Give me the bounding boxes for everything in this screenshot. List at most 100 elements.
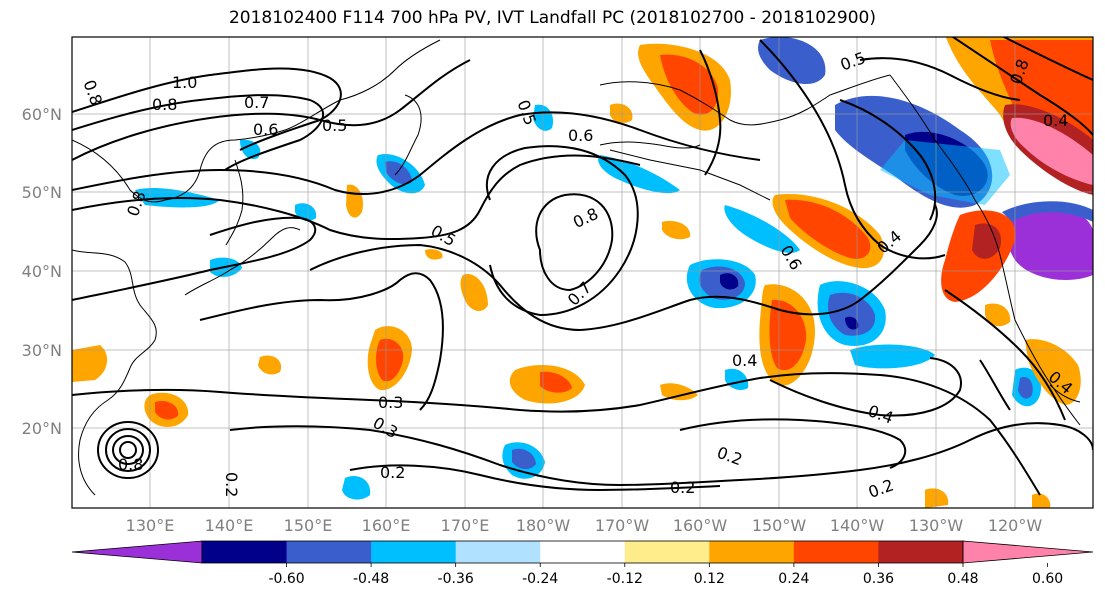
colorbar-segment [455,541,541,563]
anomaly-negative [342,475,371,500]
coastline-aleutians [609,149,771,201]
longitude-label: 170°E [441,516,490,535]
latitude-label: 50°N [22,183,62,202]
contour-label: 0.6 [568,126,593,145]
colorbar-segment [793,541,879,563]
anomaly-positive [72,345,108,382]
longitude-label: 140°E [205,516,254,535]
anomaly-positive [610,103,633,123]
colorbar-tick-label: -0.24 [522,571,558,587]
anomaly-negative [1006,206,1093,280]
longitude-label: 160°E [362,516,411,535]
pv-contour-ring [119,441,137,459]
anomaly-positive [258,355,282,375]
colorbar-tick-label: 0.36 [863,571,894,587]
colorbar-frame [201,540,964,564]
pv-contour [309,204,938,332]
pv-contour [72,94,324,171]
contour-label: 0.8 [152,95,177,114]
contour-label: 0.2 [670,478,695,497]
anomaly-positive [1025,339,1081,405]
colorbar-segment [371,541,457,563]
coastline-asia [72,249,157,496]
colorbar-tick-label: 0.60 [1032,571,1063,587]
pv-contour-ring [97,421,159,479]
latitude-label: 20°N [22,419,62,438]
anomaly-positive [540,371,572,393]
contour-label: 0.4 [732,351,757,370]
pv-contour-ring [105,428,151,472]
anomaly-negative [724,205,800,253]
longitude-label: 140°W [830,516,885,535]
longitude-label: 130°E [126,516,175,535]
latitude-label: 40°N [22,262,62,281]
pv-contour [679,418,907,469]
longitude-label: 160°W [673,516,728,535]
contour-label: 0.5 [322,116,347,135]
pv-contour [839,99,937,221]
colorbar-segment [709,541,795,563]
pv-contour [859,57,1021,101]
map-title: 2018102400 F114 700 hPa PV, IVT Landfall… [228,8,876,28]
anomaly-positive [460,274,488,312]
pv-contour [769,357,962,417]
latitude-label: 60°N [22,105,62,124]
pv-contour [72,216,317,301]
pv-contour [72,154,641,241]
longitude-label: 170°W [595,516,650,535]
colorbar-tick-label: -0.60 [268,571,304,587]
colorbar-tick-label: -0.12 [607,571,643,587]
pv-contour [72,111,761,196]
anomaly-positive [785,199,871,259]
anomaly-positive [425,249,443,260]
contour-label: 0.2 [380,463,405,482]
pv-contour [485,145,639,317]
longitude-label: 150°E [284,516,333,535]
contour-label: 0.4 [1043,111,1068,130]
anomaly-negative [827,292,876,336]
map-frame [71,36,1094,509]
contour-label: 0.7 [244,93,269,112]
anomaly-positive [985,303,1011,327]
longitude-label: 150°W [752,516,807,535]
anomaly-negative [385,161,412,185]
anomaly-negative [512,448,536,470]
pv-contour [229,422,1093,487]
colorbar-tick-label: -0.36 [438,571,474,587]
colorbar-tick-label: 0.48 [947,571,978,587]
colorbar-max-extend [962,540,1094,564]
contour-label: 0.6 [253,120,278,139]
pv-contour-ring [112,435,144,465]
coastline-na [1049,384,1081,403]
anomaly-negative [758,37,826,85]
pv-contour [72,372,1041,496]
coastlines [72,39,1081,496]
longitude-label: 130°W [909,516,964,535]
pv-contour [699,49,722,176]
colorbar: -0.60 -0.48 -0.36 -0.24 -0.12 0.12 0.24 0.36 0.4… [71,540,1094,587]
colorbar-min-extend [71,540,203,564]
anomaly-positive [972,223,1001,259]
colorbar-segment [202,541,288,563]
colorbar-segment [624,541,710,563]
anomaly-negative [1018,376,1033,399]
contour-label: 1.0 [172,73,197,92]
pv-contour [72,59,471,161]
longitude-label: 120°W [988,516,1043,535]
pv-contour [349,464,721,492]
contour-label: 0.2 [222,472,241,497]
coastline-alaska [599,74,891,126]
coastline-asia [72,39,441,203]
longitude-label: 180°W [516,516,571,535]
anomaly-negative [880,140,1010,205]
anomaly-positive [1010,117,1093,185]
contour-label: 0.8 [118,455,143,474]
pv-contour [951,37,1093,136]
anomaly-positive [155,400,179,420]
colorbar-tick-label: 0.12 [694,571,725,587]
pv-contour [72,67,342,151]
shaded-anomalies [72,37,1093,508]
anomaly-positive [376,338,404,382]
anomaly-positive [662,220,691,240]
